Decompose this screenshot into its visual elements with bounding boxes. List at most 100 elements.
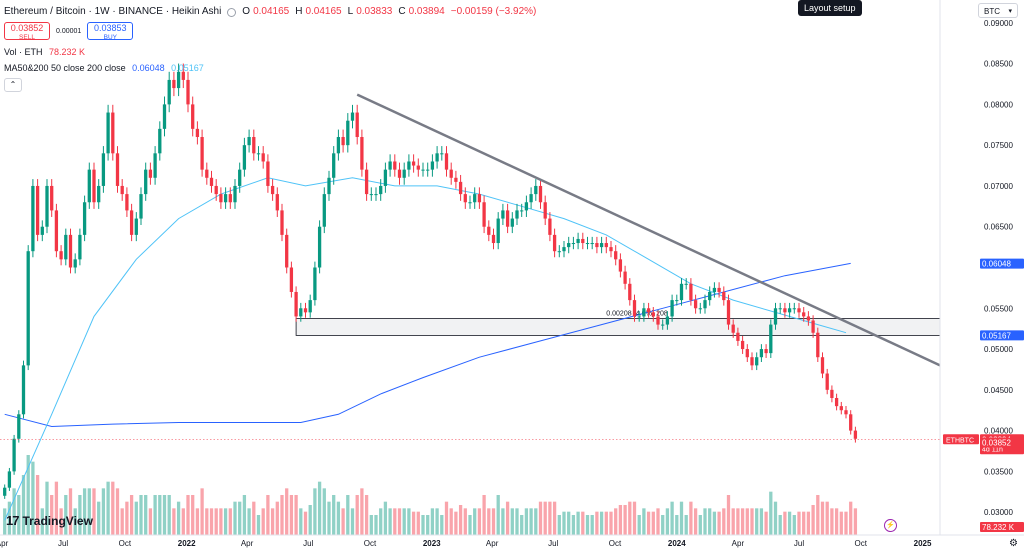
candle-body bbox=[614, 251, 618, 260]
candle-body bbox=[299, 308, 303, 317]
gear-icon[interactable]: ⚙ bbox=[1009, 538, 1018, 549]
volume-legend[interactable]: Vol · ETH 78.232 K bbox=[4, 46, 85, 58]
volume-bar bbox=[299, 508, 303, 535]
volume-bar bbox=[97, 501, 101, 535]
x-tick-label: Jul bbox=[794, 539, 804, 548]
candle-body bbox=[303, 308, 308, 313]
trend-line[interactable] bbox=[356, 93, 941, 367]
candle-body bbox=[369, 194, 373, 196]
candle-body bbox=[834, 397, 839, 407]
volume-bar bbox=[3, 508, 7, 535]
candle-body bbox=[101, 153, 106, 186]
sell-label: SELL bbox=[19, 34, 35, 41]
candle-body bbox=[642, 308, 646, 317]
volume-bar bbox=[802, 511, 806, 535]
volume-bar bbox=[454, 511, 458, 535]
chevron-up-icon[interactable]: ⌃ bbox=[4, 78, 22, 92]
y-tick-label: 0.05500 bbox=[984, 304, 1013, 313]
volume-bar bbox=[618, 505, 623, 535]
candle-body bbox=[383, 169, 388, 186]
candle-body bbox=[393, 161, 397, 170]
candle-body bbox=[458, 181, 463, 195]
candle-body bbox=[379, 185, 383, 195]
volume-bar bbox=[764, 511, 768, 535]
volume-bar bbox=[139, 495, 143, 535]
volume-bar bbox=[585, 515, 590, 535]
symbol-tag: ETHBTC bbox=[946, 437, 974, 444]
volume-bar bbox=[322, 488, 326, 535]
candle-body bbox=[322, 194, 326, 227]
candle-body bbox=[200, 137, 204, 170]
buy-price: 0.03853 bbox=[94, 23, 127, 33]
volume-bar bbox=[87, 488, 91, 535]
candle-body bbox=[364, 169, 369, 195]
candle-body bbox=[444, 153, 449, 170]
x-tick-label: 2022 bbox=[178, 539, 196, 548]
volume-bar bbox=[477, 508, 482, 535]
price-label-bg bbox=[980, 330, 1024, 341]
volume-bar bbox=[252, 501, 256, 535]
volume-bar bbox=[487, 508, 491, 535]
candle-body bbox=[552, 234, 557, 252]
candle-body bbox=[491, 234, 496, 244]
candle-body bbox=[811, 320, 815, 333]
currency-selector[interactable]: BTC ▾ bbox=[978, 3, 1018, 18]
volume-bar bbox=[26, 455, 30, 535]
candle-body bbox=[562, 247, 566, 252]
volume-bar bbox=[524, 508, 529, 535]
candle-body bbox=[73, 259, 77, 268]
volume-bar bbox=[115, 488, 120, 535]
candle-body bbox=[270, 185, 275, 195]
volume-bar bbox=[679, 501, 684, 535]
candle-body bbox=[115, 153, 120, 186]
candle-body bbox=[618, 259, 623, 272]
candle-body bbox=[435, 153, 439, 162]
y-tick-label: 0.04500 bbox=[984, 386, 1013, 395]
volume-bar bbox=[106, 481, 110, 535]
symbol-legend[interactable]: Ethereum / Bitcoin · 1W · BINANCE · Heik… bbox=[4, 4, 539, 20]
candle-body bbox=[153, 153, 157, 178]
ma-legend[interactable]: MA50&200 50 close 200 close 0.06048 0.05… bbox=[4, 62, 204, 74]
candle-body bbox=[548, 218, 552, 235]
candle-body bbox=[341, 137, 345, 146]
lightning-icon[interactable]: ⚡ bbox=[884, 519, 897, 532]
candle-body bbox=[402, 169, 406, 178]
volume-bar bbox=[740, 508, 745, 535]
volume-bar bbox=[755, 508, 759, 535]
volume-bar bbox=[78, 495, 82, 535]
candle-body bbox=[134, 218, 138, 235]
symbol-title[interactable]: Ethereum / Bitcoin · 1W · BINANCE · Heik… bbox=[4, 6, 222, 17]
buy-button[interactable]: 0.03853 BUY bbox=[87, 22, 134, 41]
ohlc-high-value: 0.04165 bbox=[305, 6, 342, 17]
candle-body bbox=[360, 137, 364, 170]
sell-button[interactable]: 0.03852 SELL bbox=[4, 22, 50, 41]
volume-bar bbox=[609, 511, 613, 535]
volume-bar bbox=[176, 501, 181, 535]
volume-bar bbox=[54, 481, 59, 535]
candle-body bbox=[172, 79, 176, 89]
volume-bar bbox=[759, 508, 764, 535]
candle-body bbox=[717, 287, 721, 292]
candle-body bbox=[223, 194, 228, 203]
candle-body bbox=[64, 234, 68, 260]
candle-body bbox=[665, 316, 670, 325]
eye-icon[interactable] bbox=[227, 7, 237, 17]
volume-bar bbox=[496, 495, 500, 535]
volume-bar bbox=[35, 475, 40, 535]
candle-body bbox=[515, 210, 519, 219]
candle-body bbox=[454, 177, 458, 182]
candle-body bbox=[581, 238, 585, 244]
price-label-bg bbox=[980, 258, 1024, 269]
candle-body bbox=[449, 169, 453, 178]
volume-bar bbox=[247, 508, 251, 535]
volume-bar bbox=[468, 515, 472, 535]
candle-body bbox=[623, 271, 627, 284]
candle-body bbox=[736, 332, 740, 341]
candle-body bbox=[186, 79, 190, 105]
volume-bar bbox=[726, 495, 731, 535]
volume-bar bbox=[31, 461, 35, 535]
volume-bar bbox=[722, 508, 726, 535]
tradingview-logo[interactable]: 17 TradingView bbox=[6, 513, 93, 528]
volume-bar bbox=[40, 508, 44, 535]
